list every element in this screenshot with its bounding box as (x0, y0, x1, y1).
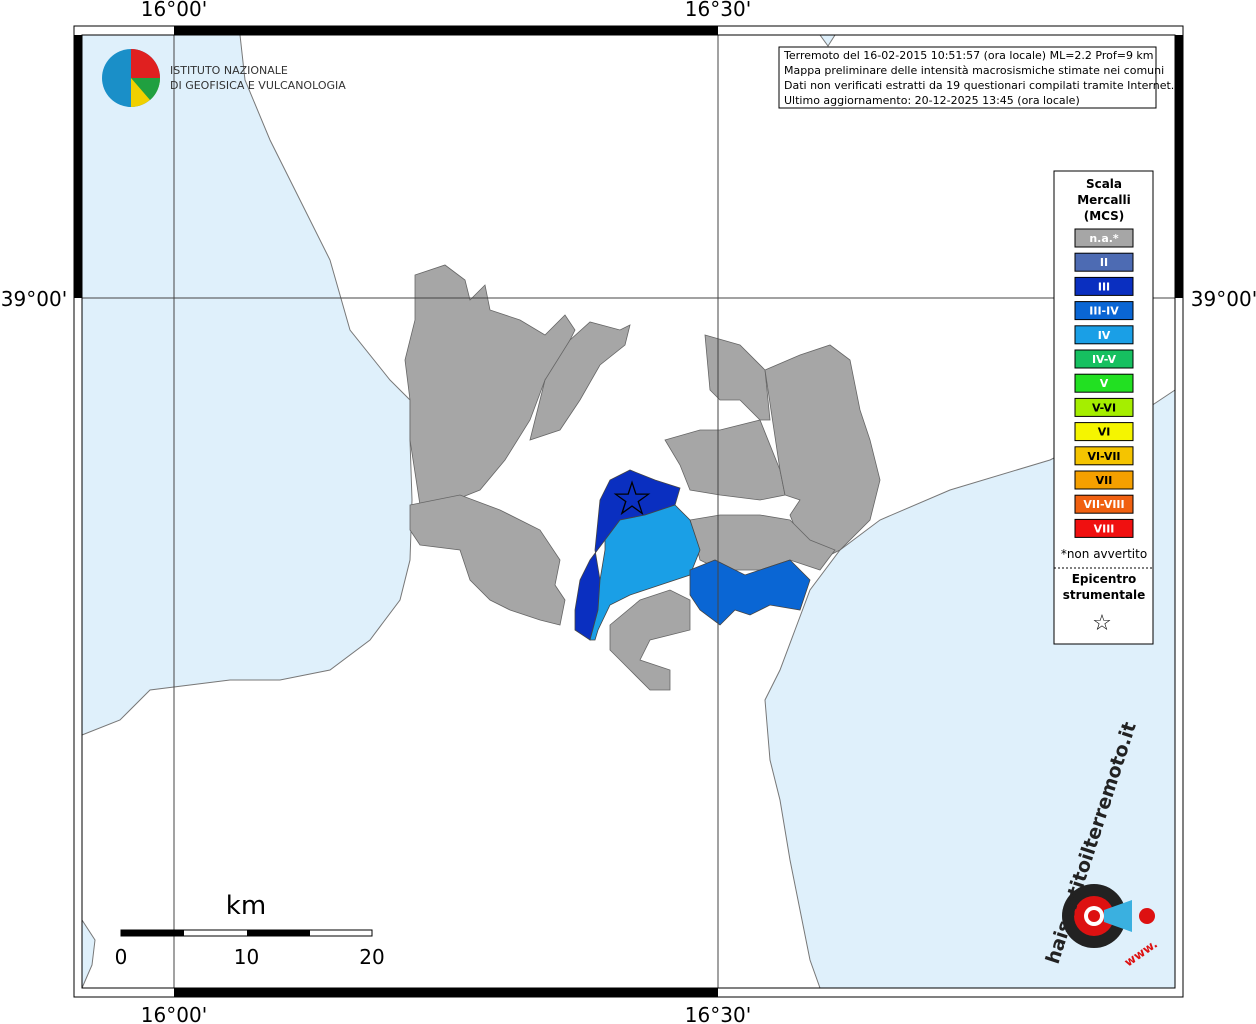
legend-swatch (1074, 397, 1134, 417)
legend-title: Mercalli (1077, 193, 1131, 207)
legend-swatch (1074, 470, 1134, 490)
lon-label: 16°30' (685, 0, 751, 21)
legend: ScalaMercalli(MCS)n.a.*IIIIIIII-IVIVIV-V… (1053, 170, 1154, 645)
legend-swatch (1074, 325, 1134, 345)
scale-tick-label: 0 (115, 945, 128, 969)
legend-swatch (1074, 373, 1134, 393)
legend-swatch (1074, 349, 1134, 369)
legend-swatch (1074, 252, 1134, 272)
legend-star: ☆ (1092, 611, 1112, 636)
municipalities-na (404, 264, 881, 691)
info-box: Terremoto del 16-02-2015 10:51:57 (ora l… (778, 46, 1174, 109)
lon-label: 16°00' (141, 1003, 207, 1024)
intensity-iv (589, 504, 701, 641)
legend-label: IV-V (1092, 353, 1117, 366)
legend-title: Scala (1086, 177, 1122, 191)
frame (73, 25, 1184, 998)
scale-tick-label: 10 (234, 945, 259, 969)
info-line: Mappa preliminare delle intensità macros… (784, 64, 1164, 77)
legend-label: III-IV (1089, 305, 1119, 318)
logo-text: ISTITUTO NAZIONALE (170, 64, 288, 77)
legend-swatch (1074, 301, 1134, 321)
legend-epicenter: Epicentro (1072, 572, 1137, 586)
legend-epicenter: strumentale (1063, 588, 1146, 602)
legend-swatch (1074, 276, 1134, 296)
legend-label: II (1100, 256, 1108, 269)
legend-label: VI-VII (1087, 450, 1120, 463)
ingv-logo: ISTITUTO NAZIONALE DI GEOFISICA E VULCAN… (102, 49, 346, 107)
legend-swatch (1074, 422, 1134, 442)
intensity-iii-iv (689, 559, 811, 626)
legend-note: *non avvertito (1061, 547, 1147, 561)
legend-title: (MCS) (1084, 209, 1125, 223)
legend-swatch (1074, 446, 1134, 466)
logo-text: DI GEOFISICA E VULCANOLOGIA (170, 79, 346, 92)
scale-bar: km 0 10 20 (115, 891, 385, 969)
legend-label: VIII (1094, 522, 1115, 535)
legend-label: III (1098, 280, 1110, 293)
lon-label: 16°30' (685, 1003, 751, 1024)
legend-label: VI (1098, 426, 1111, 439)
info-line: Dati non verificati estratti da 19 quest… (784, 79, 1174, 92)
info-line: Terremoto del 16-02-2015 10:51:57 (ora l… (783, 49, 1154, 62)
legend-swatch (1074, 228, 1134, 248)
legend-label: VII-VIII (1083, 498, 1124, 511)
legend-label: V (1100, 377, 1109, 390)
epicenter-star: ☆ (610, 471, 653, 527)
legend-swatch (1074, 494, 1134, 514)
legend-label: V-VI (1092, 401, 1116, 414)
scale-tick-label: 20 (359, 945, 384, 969)
legend-label: n.a.* (1089, 232, 1119, 245)
legend-swatch (1074, 518, 1134, 538)
scale-unit: km (226, 891, 266, 921)
lat-label: 39°00' (1191, 287, 1256, 311)
info-line: Ultimo aggiornamento: 20-12-2025 13:45 (… (784, 94, 1080, 107)
legend-label: IV (1098, 329, 1111, 342)
legend-label: VII (1096, 474, 1113, 487)
lat-label: 39°00' (1, 287, 67, 311)
graticule (82, 35, 1175, 988)
lon-label: 16°00' (141, 0, 207, 21)
